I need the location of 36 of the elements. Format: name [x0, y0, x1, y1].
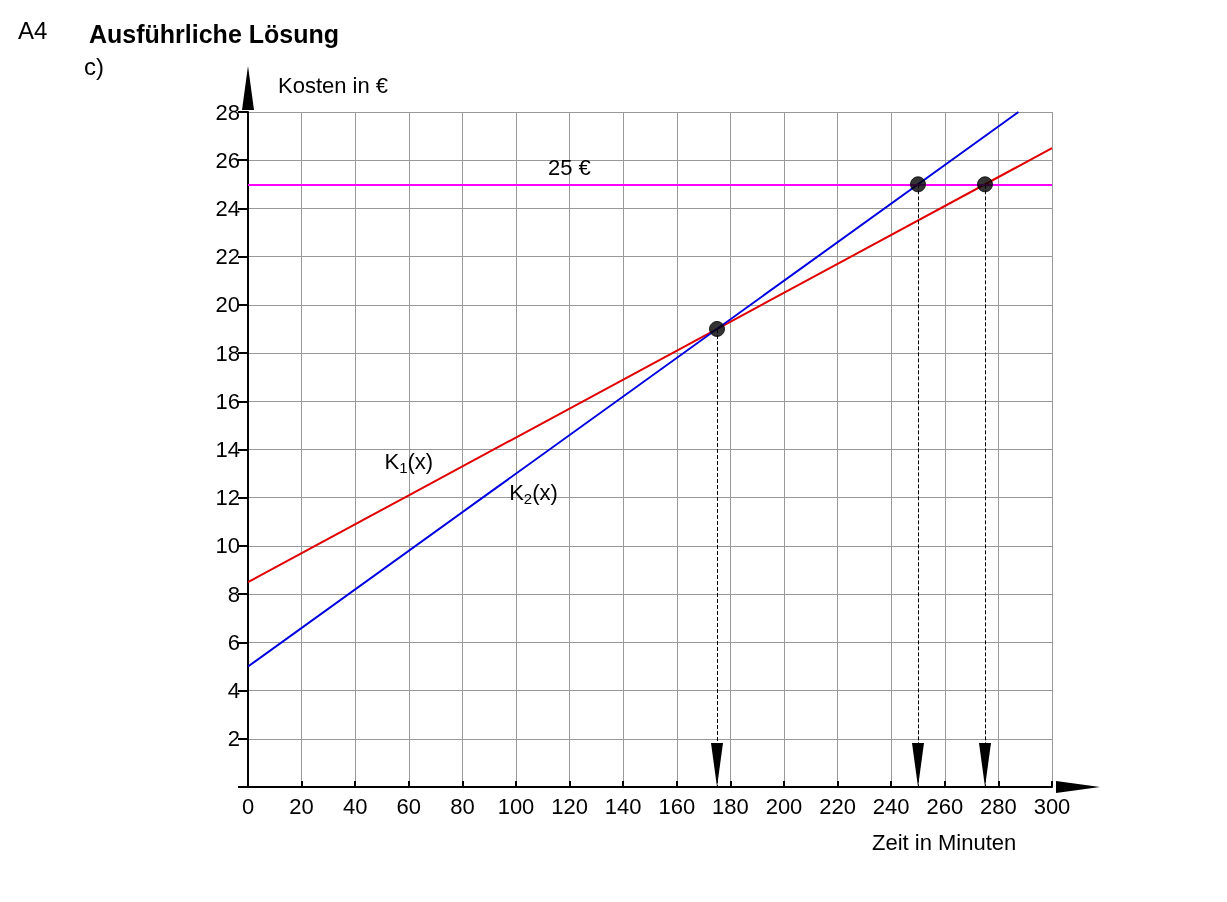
x-tick-label: 140: [604, 793, 642, 819]
text: A4: [18, 16, 48, 44]
x-axis-title: Zeit in Minuten: [872, 829, 1017, 855]
x-tick-label: 80: [450, 793, 475, 819]
y-axis-title: Kosten in €: [278, 72, 389, 98]
y-tick-label: 20: [215, 292, 240, 318]
x-tick-label: 120: [551, 793, 588, 819]
y-tick-label: 6: [227, 629, 240, 655]
chart-title: Ausführliche Lösung: [89, 19, 339, 48]
y-tick-label: 26: [215, 147, 240, 173]
y-tick-label: 18: [215, 340, 240, 366]
y-tick-label: 10: [215, 533, 240, 559]
x-tick-label: 280: [980, 793, 1017, 819]
x-tick-label: 160: [658, 793, 696, 819]
x-tick-label: 260: [926, 793, 964, 819]
y-tick-label: 24: [215, 195, 240, 221]
x-tick-label: 40: [342, 793, 368, 819]
ref-line-label: 25 €: [548, 154, 591, 180]
y-tick-label: 14: [215, 437, 240, 462]
y-tick-label: 16: [215, 388, 240, 414]
y-tick-label: 28: [215, 99, 240, 125]
y-tick-label: 12: [215, 485, 240, 511]
y-tick-label: 2: [227, 726, 240, 752]
x-tick-label: 180: [712, 793, 749, 819]
text: c): [84, 52, 104, 80]
x-tick-label: 220: [819, 793, 856, 819]
y-tick-label: 22: [215, 244, 240, 270]
y-tick-label: 8: [227, 581, 240, 607]
x-tick-label: 20: [289, 793, 314, 819]
x-tick-label: 240: [872, 793, 910, 819]
x-tick-label: 60: [396, 793, 422, 819]
x-tick-label: 300: [1033, 793, 1071, 819]
y-tick-label: 4: [227, 678, 240, 704]
x-tick-label: 0: [241, 793, 255, 819]
x-tick-label: 100: [497, 793, 535, 819]
x-tick-label: 200: [765, 793, 803, 819]
